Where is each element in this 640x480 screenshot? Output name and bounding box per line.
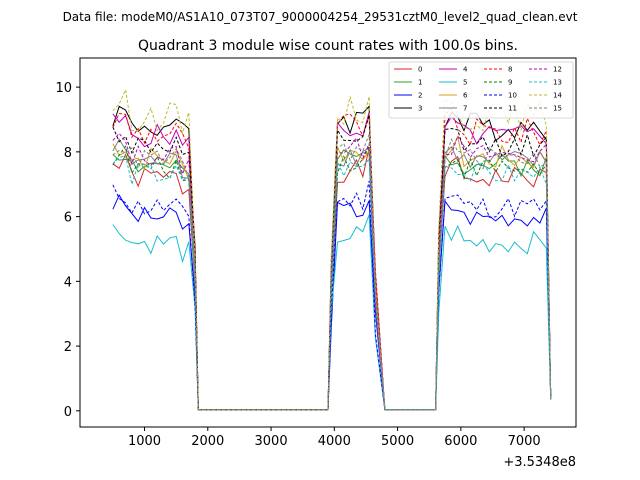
series-line-5	[112, 214, 552, 411]
chart-title: Quadrant 3 module wise count rates with …	[138, 38, 518, 54]
legend-label-15: 15	[553, 105, 562, 113]
x-offset-text: +3.5348e8	[503, 455, 576, 470]
plot-frame	[79, 57, 577, 428]
x-tick-label: 3000	[255, 434, 288, 449]
x-tick-label: 7000	[508, 434, 541, 449]
legend-label-3: 3	[418, 105, 422, 113]
legend-label-14: 14	[553, 92, 562, 100]
legend-label-1: 1	[418, 79, 422, 87]
series-line-15	[112, 134, 552, 411]
y-tick-label: 6	[64, 211, 72, 226]
series-line-11	[112, 115, 552, 411]
series-line-2	[112, 194, 552, 411]
y-tick-label: 10	[55, 81, 72, 96]
series-line-9	[112, 144, 552, 411]
legend-label-9: 9	[508, 79, 512, 87]
legend-label-13: 13	[553, 79, 562, 87]
y-tick-label: 8	[64, 146, 72, 161]
legend-label-0: 0	[418, 66, 422, 74]
legend-label-4: 4	[463, 66, 468, 74]
x-tick-label: 5000	[381, 434, 414, 449]
series-line-13	[112, 155, 552, 411]
legend-label-12: 12	[553, 66, 562, 74]
legend-label-6: 6	[463, 92, 468, 100]
y-tick-label: 4	[64, 275, 72, 290]
x-tick-label: 6000	[444, 434, 477, 449]
x-tick-label: 4000	[318, 434, 351, 449]
series-line-8	[112, 107, 552, 411]
series-line-10	[112, 180, 552, 411]
series-line-3	[112, 105, 552, 411]
legend-label-7: 7	[463, 105, 467, 113]
y-tick-label: 0	[64, 405, 72, 420]
y-axis: 0 2 4 6 8 10	[55, 81, 80, 420]
x-tick-label: 2000	[191, 434, 224, 449]
x-tick-label: 1000	[128, 434, 161, 449]
legend-label-11: 11	[508, 105, 517, 113]
x-axis: 1000 2000 3000 4000 5000 6000 7000	[128, 427, 541, 449]
legend-box	[388, 61, 574, 119]
legend-label-8: 8	[508, 66, 512, 74]
legend-label-5: 5	[463, 79, 467, 87]
series-line-4	[112, 111, 552, 411]
legend-label-2: 2	[418, 92, 422, 100]
y-tick-label: 2	[64, 340, 72, 355]
figure-suptitle: Data file: modeM0/AS1A10_073T07_90000042…	[63, 10, 578, 24]
plot-lines	[112, 88, 552, 411]
legend-label-10: 10	[508, 92, 517, 100]
